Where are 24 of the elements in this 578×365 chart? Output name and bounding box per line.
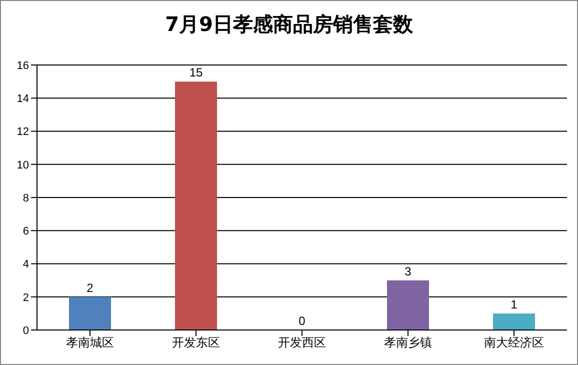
y-tick-label: 4 [22,258,29,271]
bar [69,296,111,330]
data-label: 3 [404,264,412,278]
x-tick-label: 南大经济区 [484,336,544,350]
y-tick-label: 16 [16,60,29,72]
y-tick-label: 6 [22,226,29,238]
data-label: 2 [86,280,94,295]
bar [175,82,217,330]
y-tick-label: 0 [22,324,29,337]
y-tick-label: 12 [16,126,29,138]
bar [493,313,535,330]
data-label: 15 [189,66,203,80]
x-tick-label: 开发东区 [172,336,220,350]
y-tick-label: 2 [22,292,29,304]
y-tick-label: 8 [22,192,29,204]
y-tick-label: 14 [16,93,29,106]
chart-title: 7月9日孝感商品房销售套数 [164,11,414,38]
x-tick-label: 孝南乡镇 [384,336,432,350]
x-tick-label: 孝南城区 [66,336,114,350]
y-tick-label: 10 [16,159,29,172]
x-tick-label: 开发西区 [278,336,326,350]
data-label: 1 [510,297,518,312]
data-label: 0 [298,314,306,328]
bar [387,280,429,330]
